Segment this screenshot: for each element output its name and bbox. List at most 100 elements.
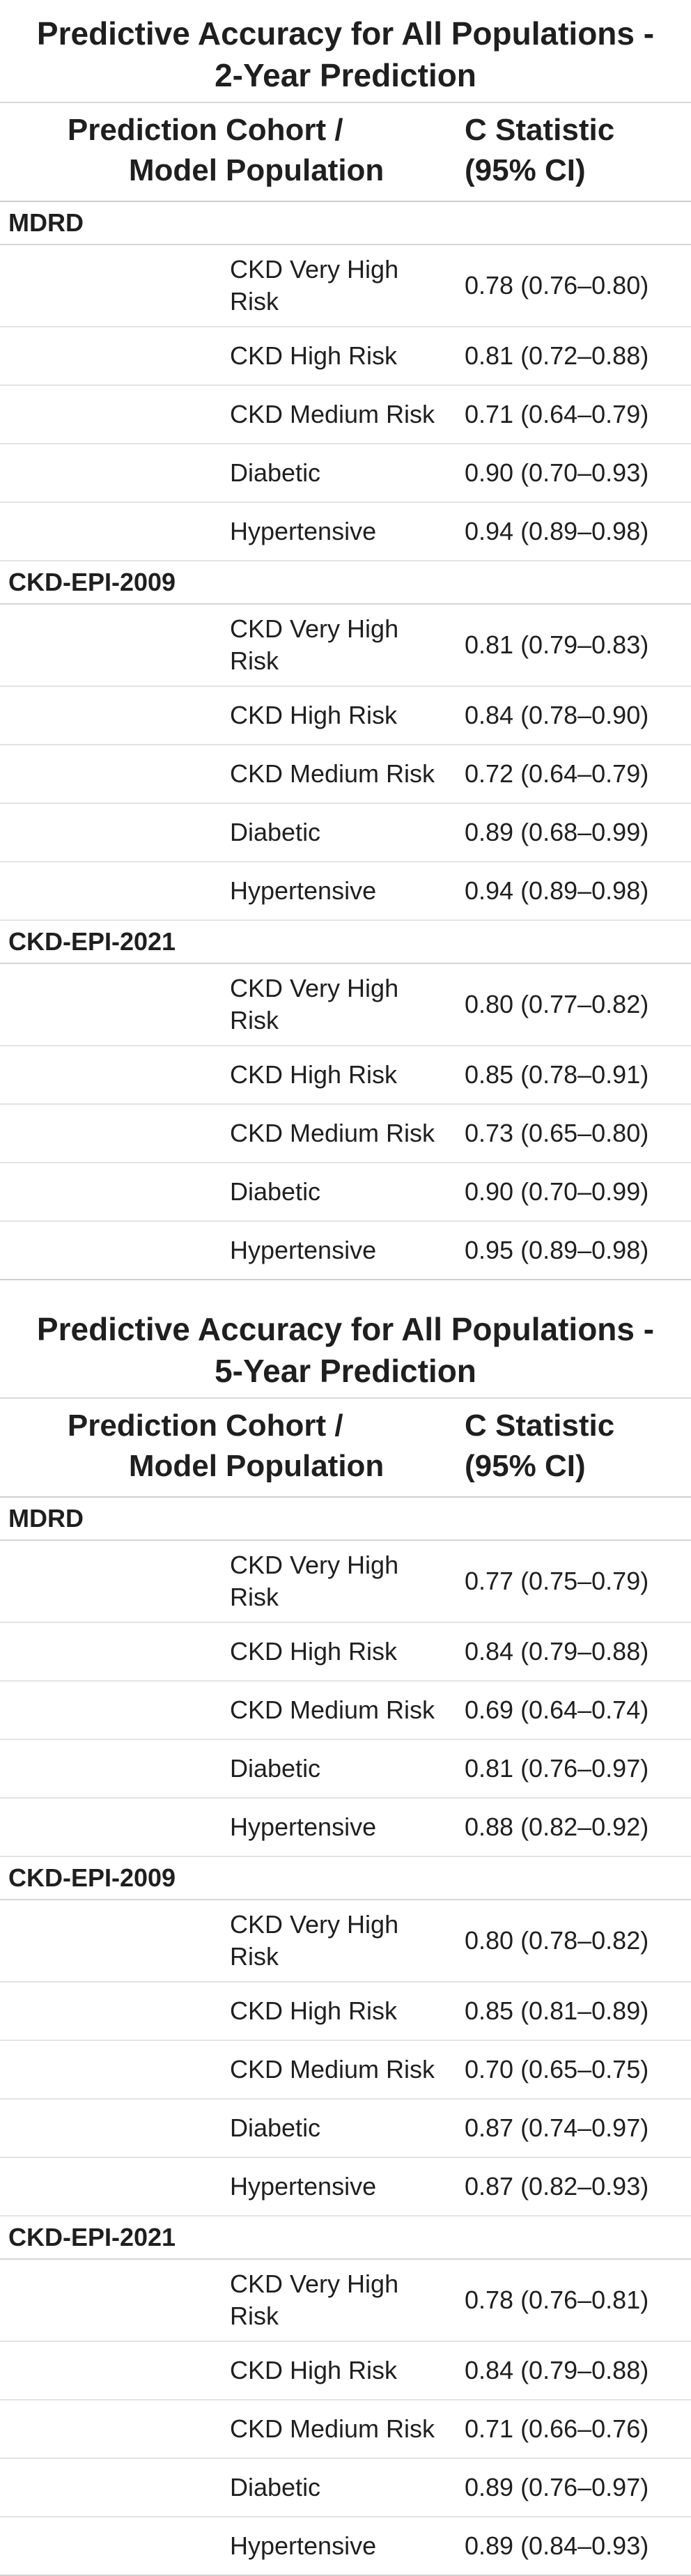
c-statistic-cell: 0.78 (0.76–0.81) xyxy=(456,2259,691,2342)
c-statistic-cell: 0.90 (0.70–0.99) xyxy=(456,1163,691,1222)
model-cell xyxy=(0,327,222,386)
table-title-line2: 5-Year Prediction xyxy=(215,1353,476,1389)
population-cell: CKD Very High Risk xyxy=(222,245,456,327)
group-label: MDRD xyxy=(0,201,691,245)
population-cell: CKD High Risk xyxy=(222,327,456,386)
c-statistic-cell: 0.89 (0.76–0.97) xyxy=(456,2458,691,2517)
c-statistic-cell: 0.84 (0.78–0.90) xyxy=(456,686,691,745)
c-statistic-cell: 0.81 (0.76–0.97) xyxy=(456,1739,691,1799)
table-title: Predictive Accuracy for All Populations … xyxy=(0,1308,691,1397)
model-cell xyxy=(0,1104,222,1163)
table-row: Diabetic 0.89 (0.76–0.97) xyxy=(0,2458,691,2517)
group-row-ckd-epi-2021: CKD-EPI-2021 xyxy=(0,920,691,964)
table-row: CKD High Risk 0.84 (0.78–0.90) xyxy=(0,686,691,745)
c-statistic-cell: 0.85 (0.78–0.91) xyxy=(456,1046,691,1105)
c-statistic-cell: 0.70 (0.65–0.75) xyxy=(456,2040,691,2100)
table-row: CKD Medium Risk 0.71 (0.64–0.79) xyxy=(0,385,691,444)
group-label: CKD-EPI-2009 xyxy=(0,561,691,605)
population-cell: CKD Medium Risk xyxy=(222,1681,456,1740)
population-cell: CKD High Risk xyxy=(222,1982,456,2041)
model-cell xyxy=(0,803,222,862)
header-stat-line1: C Statistic xyxy=(465,1409,615,1443)
table-row: CKD High Risk 0.85 (0.81–0.89) xyxy=(0,1982,691,2041)
group-label: MDRD xyxy=(0,1497,691,1541)
table-row: CKD Very High Risk 0.77 (0.75–0.79) xyxy=(0,1540,691,1623)
population-cell: Hypertensive xyxy=(222,862,456,921)
table-title: Predictive Accuracy for All Populations … xyxy=(0,13,691,102)
table-row: Hypertensive 0.94 (0.89–0.98) xyxy=(0,862,691,921)
model-cell xyxy=(0,2040,222,2100)
model-cell xyxy=(0,604,222,687)
model-cell xyxy=(0,502,222,561)
group-row-mdrd: MDRD xyxy=(0,1497,691,1541)
population-cell: CKD Medium Risk xyxy=(222,385,456,444)
model-cell xyxy=(0,385,222,444)
table-2-year: Predictive Accuracy for All Populations … xyxy=(0,13,691,1280)
c-statistic-cell: 0.80 (0.78–0.82) xyxy=(456,1900,691,1983)
accuracy-table: Predictive Accuracy for All Populations … xyxy=(0,1308,691,2576)
table-row: CKD Medium Risk 0.69 (0.64–0.74) xyxy=(0,1681,691,1740)
c-statistic-cell: 0.94 (0.89–0.98) xyxy=(456,502,691,561)
c-statistic-cell: 0.94 (0.89–0.98) xyxy=(456,862,691,921)
header-c-statistic: C Statistic (95% CI) xyxy=(456,102,691,202)
population-cell: Diabetic xyxy=(222,1163,456,1222)
table-5-year: Predictive Accuracy for All Populations … xyxy=(0,1308,691,2576)
population-cell: CKD Medium Risk xyxy=(222,1104,456,1163)
c-statistic-cell: 0.95 (0.89–0.98) xyxy=(456,1221,691,1280)
model-cell xyxy=(0,1739,222,1799)
model-cell xyxy=(0,963,222,1046)
header-pop-line2: Population xyxy=(226,153,385,187)
model-cell xyxy=(0,2099,222,2158)
table-row: Diabetic 0.89 (0.68–0.99) xyxy=(0,803,691,862)
header-model-line1: Prediction xyxy=(67,1409,217,1443)
table-row: Diabetic 0.90 (0.70–0.99) xyxy=(0,1163,691,1222)
model-cell xyxy=(0,2517,222,2576)
population-cell: CKD Medium Risk xyxy=(222,2040,456,2100)
population-cell: CKD Very High Risk xyxy=(222,2259,456,2342)
group-row-ckd-epi-2009: CKD-EPI-2009 xyxy=(0,1856,691,1900)
header-row: Prediction Model Cohort / Population C S… xyxy=(0,102,691,202)
table-row: Diabetic 0.87 (0.74–0.97) xyxy=(0,2099,691,2158)
table-row: CKD Very High Risk 0.78 (0.76–0.80) xyxy=(0,245,691,327)
model-cell xyxy=(0,2341,222,2400)
table-row: Hypertensive 0.89 (0.84–0.93) xyxy=(0,2517,691,2576)
c-statistic-cell: 0.84 (0.79–0.88) xyxy=(456,2341,691,2400)
population-cell: Diabetic xyxy=(222,1739,456,1799)
model-cell xyxy=(0,1982,222,2041)
population-cell: CKD High Risk xyxy=(222,686,456,745)
table-row: CKD High Risk 0.84 (0.79–0.88) xyxy=(0,2341,691,2400)
population-cell: Diabetic xyxy=(222,2458,456,2517)
model-cell xyxy=(0,2259,222,2342)
table-row: Hypertensive 0.94 (0.89–0.98) xyxy=(0,502,691,561)
header-prediction-model: Prediction Model xyxy=(0,102,222,202)
header-row: Prediction Model Cohort / Population C S… xyxy=(0,1397,691,1498)
population-cell: CKD Very High Risk xyxy=(222,963,456,1046)
population-cell: CKD High Risk xyxy=(222,2341,456,2400)
c-statistic-cell: 0.87 (0.74–0.97) xyxy=(456,2099,691,2158)
c-statistic-cell: 0.81 (0.79–0.83) xyxy=(456,604,691,687)
model-cell xyxy=(0,444,222,503)
model-cell xyxy=(0,1900,222,1983)
header-pop-line1: Cohort / xyxy=(226,113,343,147)
c-statistic-cell: 0.71 (0.66–0.76) xyxy=(456,2400,691,2459)
population-cell: CKD Medium Risk xyxy=(222,2400,456,2459)
table-row: Hypertensive 0.87 (0.82–0.93) xyxy=(0,2157,691,2217)
header-prediction-model: Prediction Model xyxy=(0,1397,222,1498)
c-statistic-cell: 0.72 (0.64–0.79) xyxy=(456,745,691,804)
header-stat-line1: C Statistic xyxy=(465,113,615,147)
header-stat-line2: (95% CI) xyxy=(465,153,586,187)
model-cell xyxy=(0,1798,222,1857)
table-row: CKD High Risk 0.84 (0.79–0.88) xyxy=(0,1622,691,1682)
population-cell: Hypertensive xyxy=(222,2157,456,2217)
table-row: Diabetic 0.90 (0.70–0.93) xyxy=(0,444,691,503)
table-row: CKD High Risk 0.85 (0.78–0.91) xyxy=(0,1046,691,1105)
population-cell: Diabetic xyxy=(222,2099,456,2158)
model-cell xyxy=(0,745,222,804)
header-pop-line1: Cohort / xyxy=(226,1409,343,1443)
model-cell xyxy=(0,2458,222,2517)
population-cell: CKD Very High Risk xyxy=(222,604,456,687)
table-row: CKD Very High Risk 0.81 (0.79–0.83) xyxy=(0,604,691,687)
header-pop-line2: Population xyxy=(226,1449,385,1483)
header-cohort-population: Cohort / Population xyxy=(222,1397,456,1498)
table-title-line1: Predictive Accuracy for All Populations … xyxy=(36,15,655,52)
